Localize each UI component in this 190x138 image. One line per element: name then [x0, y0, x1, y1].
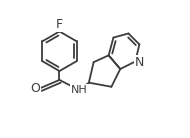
Text: F: F: [56, 18, 63, 31]
Text: O: O: [30, 82, 40, 95]
Text: NH: NH: [71, 85, 88, 95]
Text: N: N: [135, 56, 144, 69]
